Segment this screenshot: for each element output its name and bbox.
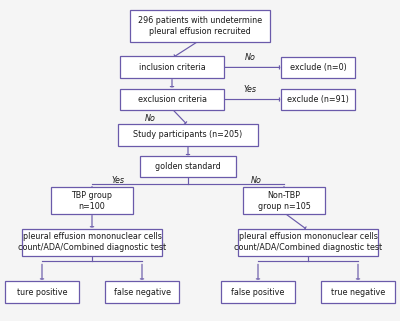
Text: ture positive: ture positive <box>17 288 67 297</box>
FancyBboxPatch shape <box>281 89 355 110</box>
Text: false positive: false positive <box>231 288 285 297</box>
Text: exclusion criteria: exclusion criteria <box>138 95 206 104</box>
Text: false negative: false negative <box>114 288 170 297</box>
Text: exclude (n=0): exclude (n=0) <box>290 63 346 72</box>
FancyBboxPatch shape <box>5 281 79 303</box>
Text: Non-TBP
group n=105: Non-TBP group n=105 <box>258 191 310 211</box>
Text: No: No <box>250 176 262 185</box>
FancyBboxPatch shape <box>120 89 224 110</box>
FancyBboxPatch shape <box>281 57 355 78</box>
FancyBboxPatch shape <box>238 229 378 256</box>
Text: Yes: Yes <box>244 85 256 94</box>
Text: No: No <box>244 53 256 62</box>
FancyBboxPatch shape <box>130 10 270 42</box>
Text: exclude (n=91): exclude (n=91) <box>287 95 349 104</box>
Text: No: No <box>144 114 156 123</box>
Text: pleural effusion mononuclear cells
count/ADA/Combined diagnostic test: pleural effusion mononuclear cells count… <box>234 232 382 252</box>
FancyBboxPatch shape <box>118 124 258 146</box>
FancyBboxPatch shape <box>120 56 224 78</box>
FancyBboxPatch shape <box>140 157 236 178</box>
Text: true negative: true negative <box>331 288 385 297</box>
Text: 296 patients with undetermine
pleural effusion recruited: 296 patients with undetermine pleural ef… <box>138 16 262 36</box>
Text: Study participants (n=205): Study participants (n=205) <box>133 130 243 139</box>
FancyBboxPatch shape <box>321 281 395 303</box>
Text: Yes: Yes <box>112 176 124 185</box>
FancyBboxPatch shape <box>105 281 179 303</box>
FancyBboxPatch shape <box>243 187 325 214</box>
Text: pleural effusion mononuclear cells
count/ADA/Combined diagnostic test: pleural effusion mononuclear cells count… <box>18 232 166 252</box>
FancyBboxPatch shape <box>22 229 162 256</box>
FancyBboxPatch shape <box>51 187 133 214</box>
Text: golden standard: golden standard <box>155 162 221 171</box>
Text: TBP group
n=100: TBP group n=100 <box>72 191 112 211</box>
FancyBboxPatch shape <box>221 281 295 303</box>
Text: inclusion criteria: inclusion criteria <box>139 63 205 72</box>
